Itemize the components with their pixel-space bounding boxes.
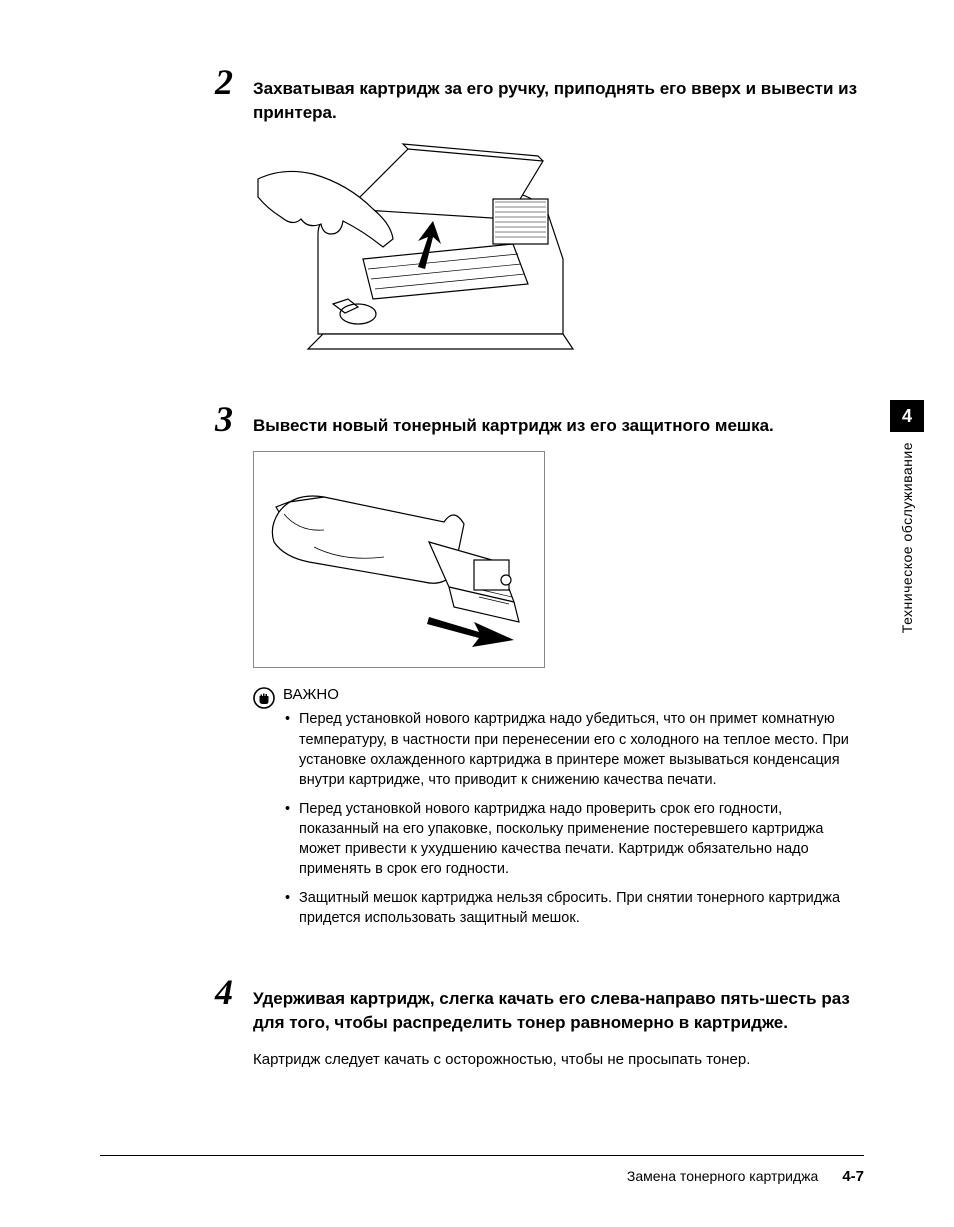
chapter-tab: 4 Техническое обслуживание [890, 400, 924, 633]
cartridge-bag-illustration [254, 452, 544, 662]
step-2-illustration [253, 139, 864, 369]
step-heading: Захватывая картридж за его ручку, припод… [253, 77, 864, 125]
step-4: 4 Удерживая картридж, слегка качать его … [215, 970, 864, 1082]
important-label: ВАЖНО [283, 686, 864, 703]
page-footer: Замена тонерного картриджа 4-7 [100, 1155, 864, 1185]
footer-rule [100, 1155, 864, 1156]
important-item: Защитный мешок картриджа нельзя сбросить… [283, 888, 864, 929]
step-3: 3 Вывести новый тонерный картридж из его… [215, 397, 864, 961]
step-heading: Вывести новый тонерный картридж из его з… [253, 414, 864, 438]
important-list: Перед установкой нового картриджа надо у… [283, 709, 864, 928]
step-body: Удерживая картридж, слегка качать его сл… [253, 987, 864, 1082]
important-item: Перед установкой нового картриджа надо у… [283, 709, 864, 790]
important-block: ВАЖНО Перед установкой нового картриджа … [253, 686, 864, 936]
important-item: Перед установкой нового картриджа надо п… [283, 799, 864, 880]
page-content: 2 Захватывая картридж за его ручку, прип… [0, 0, 954, 1227]
step-number: 2 [215, 64, 253, 100]
step-text: Картридж следует качать с осторожностью,… [253, 1049, 864, 1070]
step-number: 4 [215, 974, 253, 1010]
chapter-tab-number: 4 [890, 400, 924, 432]
chapter-tab-label: Техническое обслуживание [899, 442, 915, 633]
step-2: 2 Захватывая картридж за его ручку, прип… [215, 60, 864, 387]
step-body: Захватывая картридж за его ручку, припод… [253, 77, 864, 387]
footer-section-title: Замена тонерного картриджа [627, 1168, 818, 1184]
step-number: 3 [215, 401, 253, 437]
step-body: Вывести новый тонерный картридж из его з… [253, 414, 864, 961]
footer-page-number: 4-7 [842, 1168, 864, 1185]
step-heading: Удерживая картридж, слегка качать его сл… [253, 987, 864, 1035]
printer-cartridge-removal-illustration [253, 139, 583, 364]
important-hand-icon [253, 687, 275, 709]
step-3-illustration [253, 451, 864, 668]
